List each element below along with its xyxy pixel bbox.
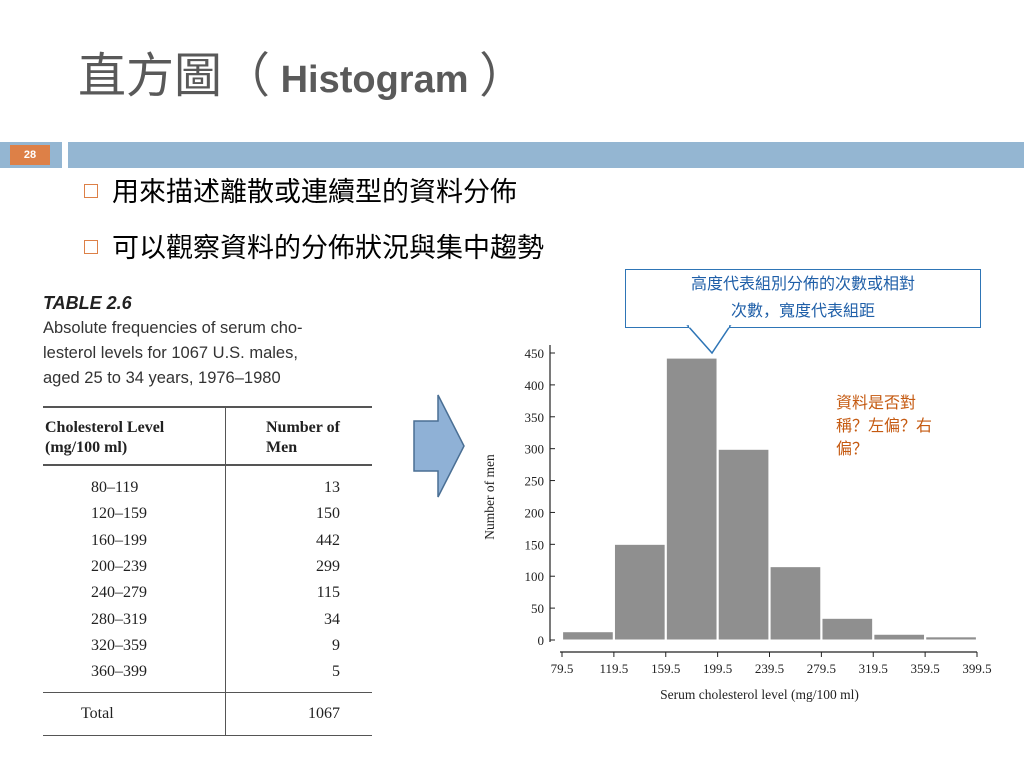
slide-title: 直方圖（ Histogram ） bbox=[78, 36, 527, 116]
table-row: 120–159 150 bbox=[43, 501, 372, 528]
y-tick-label: 100 bbox=[525, 569, 545, 584]
bullet-text: 用來描述離散或連續型的資料分佈 bbox=[112, 177, 517, 208]
table-row: 200–239 299 bbox=[43, 553, 372, 581]
bullet-item: 用來描述離散或連續型的資料分佈 bbox=[84, 170, 517, 209]
table-row: 240–279 115 bbox=[43, 580, 372, 607]
cell-level: 80–119 bbox=[43, 465, 226, 502]
skewness-note: 資料是否對 稱？左偏？右 偏？ bbox=[836, 391, 966, 460]
cell-count: 115 bbox=[316, 584, 340, 602]
total-value: 1067 bbox=[308, 705, 340, 723]
total-label: Total bbox=[43, 692, 226, 736]
cell-count: 299 bbox=[316, 558, 340, 576]
bullet-text: 可以觀察資料的分佈狀況與集中趨勢 bbox=[112, 233, 544, 264]
histogram-bar bbox=[717, 448, 770, 641]
x-tick-label: 199.5 bbox=[703, 661, 732, 676]
y-tick-label: 450 bbox=[525, 346, 545, 361]
title-cjk: 直方圖（ bbox=[78, 48, 271, 104]
cell-level: 320–359 bbox=[43, 632, 226, 660]
cell-count: 5 bbox=[332, 663, 340, 681]
caption-line: Absolute frequencies of serum cho- bbox=[43, 319, 303, 337]
column-header-level: Cholesterol Level (mg/100 ml) bbox=[43, 407, 226, 465]
cell-count: 442 bbox=[316, 531, 340, 549]
callout-line: 次數，寬度代表組距 bbox=[730, 301, 875, 320]
cell-count: 9 bbox=[332, 636, 340, 654]
y-tick-label: 300 bbox=[525, 442, 545, 457]
cell-level: 280–319 bbox=[43, 606, 226, 633]
histogram-bar bbox=[613, 543, 666, 641]
note-line: 偏？ bbox=[836, 439, 869, 458]
table-caption: Absolute frequencies of serum cho- leste… bbox=[43, 316, 373, 391]
table-row: 80–119 13 bbox=[43, 465, 372, 502]
x-tick-label: 239.5 bbox=[755, 661, 784, 676]
histogram-bar bbox=[769, 566, 822, 641]
cell-level: 360–399 bbox=[43, 659, 226, 693]
title-close: ） bbox=[479, 48, 528, 104]
cell-count: 13 bbox=[324, 479, 340, 497]
note-line: 稱？左偏？右 bbox=[836, 416, 933, 435]
x-tick-label: 319.5 bbox=[859, 661, 888, 676]
header-band-right bbox=[68, 142, 1024, 168]
histogram-chart: 0 50 100 150 200 250 300 350 400 450 79.5 119.5 159.… bbox=[482, 345, 992, 702]
frequency-table: Cholesterol Level (mg/100 ml) Number of Me… bbox=[43, 406, 372, 736]
callout-line: 高度代表組別分佈的次數或相對 bbox=[690, 274, 915, 293]
x-tick-label: 79.5 bbox=[551, 661, 574, 676]
table-row: 360–399 5 bbox=[43, 659, 372, 693]
x-axis-label: Serum cholesterol level (mg/100 ml) bbox=[660, 687, 859, 702]
cell-level: 160–199 bbox=[43, 527, 226, 554]
cell-level: 200–239 bbox=[43, 553, 226, 581]
table-header-block: TABLE 2.6 Absolute frequencies of serum … bbox=[43, 293, 373, 391]
table-header-row: Cholesterol Level (mg/100 ml) Number of Me… bbox=[43, 407, 372, 465]
y-tick-label: 200 bbox=[525, 505, 545, 520]
table-row: 320–359 9 bbox=[43, 632, 372, 660]
table-title: TABLE 2.6 bbox=[43, 293, 132, 313]
y-tick-label: 400 bbox=[525, 378, 545, 393]
histogram-bar bbox=[925, 636, 977, 641]
note-line: 資料是否對 bbox=[836, 393, 917, 412]
histogram-bar bbox=[665, 357, 718, 641]
y-tick-label: 350 bbox=[525, 410, 545, 425]
right-arrow-icon bbox=[413, 394, 465, 498]
histogram-bar bbox=[562, 631, 614, 641]
histogram-bar bbox=[821, 617, 874, 641]
y-tick-label: 0 bbox=[538, 633, 545, 648]
x-tick-label: 119.5 bbox=[599, 661, 628, 676]
bullet-item: 可以觀察資料的分佈狀況與集中趨勢 bbox=[84, 226, 544, 265]
x-tick-label: 279.5 bbox=[807, 661, 836, 676]
cell-count: 150 bbox=[316, 505, 340, 523]
y-axis-label: Number of men bbox=[482, 454, 497, 540]
x-tick-label: 359.5 bbox=[911, 661, 940, 676]
cell-level: 120–159 bbox=[43, 501, 226, 528]
column-header-count: Number of Men bbox=[266, 419, 340, 456]
y-tick-label: 50 bbox=[531, 601, 544, 616]
cell-level: 240–279 bbox=[43, 580, 226, 607]
square-bullet-icon bbox=[84, 183, 98, 198]
y-tick-label: 250 bbox=[525, 474, 545, 489]
caption-line: lesterol levels for 1067 U.S. males, bbox=[43, 344, 298, 362]
table-row: 160–199 442 bbox=[43, 527, 372, 554]
slide-number-badge: 28 bbox=[10, 145, 50, 165]
caption-line: aged 25 to 34 years, 1976–1980 bbox=[43, 369, 281, 387]
table-total-row: Total 1067 bbox=[43, 692, 372, 736]
x-tick-label: 399.5 bbox=[962, 661, 991, 676]
callout-box: 高度代表組別分佈的次數或相對 次數，寬度代表組距 bbox=[625, 269, 981, 328]
cell-count: 34 bbox=[324, 610, 340, 628]
x-tick-label: 159.5 bbox=[651, 661, 680, 676]
histogram-bar bbox=[873, 633, 926, 641]
square-bullet-icon bbox=[84, 239, 98, 254]
title-latin: Histogram bbox=[270, 59, 480, 101]
table-row: 280–319 34 bbox=[43, 606, 372, 633]
y-tick-label: 150 bbox=[525, 537, 545, 552]
